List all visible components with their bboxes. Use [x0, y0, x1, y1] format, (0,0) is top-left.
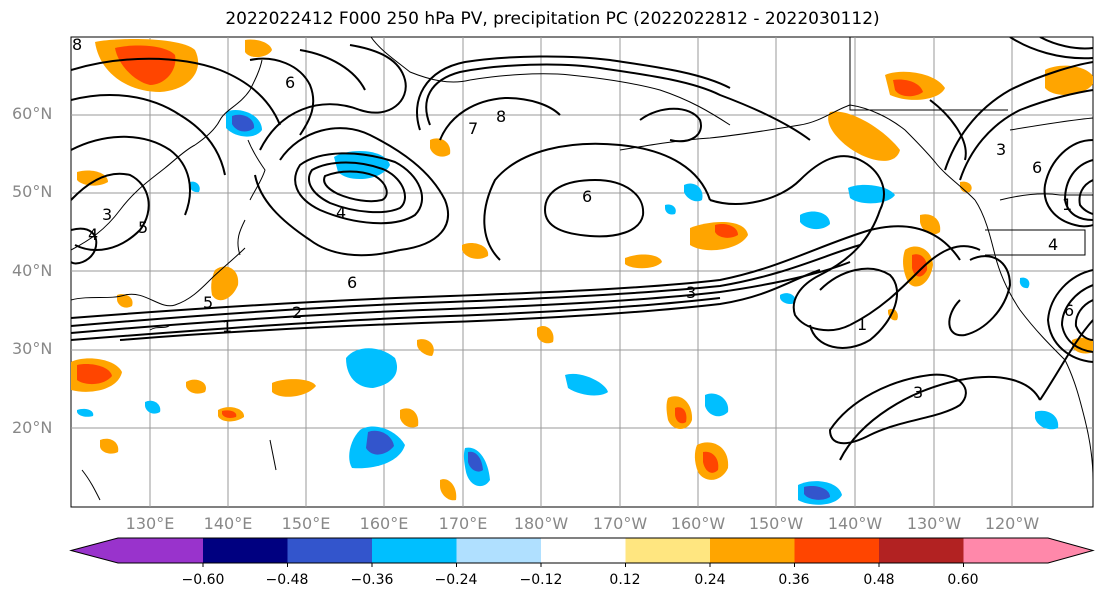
lon-label-130e: 130°E — [125, 514, 175, 533]
coastlines — [71, 37, 1093, 501]
lon-label-160w: 160°W — [670, 514, 726, 533]
colorbar-tick: −0.60 — [181, 572, 225, 588]
contour-labels: 6 6 6 6 5 5 4 4 3 3 3 3 2 1 1 1 7 8 8 4 … — [72, 35, 1074, 402]
contour-label: 6 — [347, 273, 357, 292]
contour-label: 4 — [336, 203, 346, 222]
contour-label: 5 — [138, 218, 148, 237]
contour-label: 8 — [496, 107, 506, 126]
lon-label-150w: 150°W — [748, 514, 804, 533]
contour-label: 6 — [582, 187, 592, 206]
contour-label: 1 — [857, 315, 867, 334]
colorbar-tick: 0.60 — [947, 572, 979, 588]
lon-label-130w: 130°W — [906, 514, 962, 533]
lon-label-150e: 150°E — [281, 514, 331, 533]
lon-label-120w: 120°W — [984, 514, 1040, 533]
contour-label: 4 — [1048, 235, 1058, 254]
contour-label: 4 — [88, 225, 98, 244]
colorbar-tick: −0.36 — [350, 572, 394, 588]
colorbar-tick: 0.48 — [863, 572, 895, 588]
colorbar-tick: 0.36 — [778, 572, 810, 588]
lat-label-30n: 30°N — [12, 339, 53, 358]
lon-label-170e: 170°E — [438, 514, 488, 533]
lon-label-160e: 160°E — [359, 514, 409, 533]
lat-label-60n: 60°N — [12, 104, 53, 123]
contour-label: 8 — [72, 35, 82, 54]
contour-label: 1 — [222, 317, 232, 336]
contour-label: 5 — [203, 293, 213, 312]
lat-label-50n: 50°N — [12, 182, 53, 201]
lon-label-170w: 170°W — [592, 514, 648, 533]
contour-label: 6 — [285, 73, 295, 92]
pv-contours — [71, 37, 1093, 461]
contour-label: 2 — [292, 303, 302, 322]
colorbar-tick: −0.48 — [265, 572, 309, 588]
contour-label: 3 — [686, 283, 696, 302]
colorbar-tick: 0.12 — [609, 572, 641, 588]
colorbar-tick: −0.24 — [434, 572, 478, 588]
colorbar-tick: 0.24 — [694, 572, 726, 588]
lat-label-40n: 40°N — [12, 261, 53, 280]
contour-label: 6 — [1032, 158, 1042, 177]
chart-title: 2022022412 F000 250 hPa PV, precipitatio… — [225, 9, 880, 29]
lon-label-140e: 140°E — [203, 514, 253, 533]
contour-label: 6 — [1064, 301, 1074, 320]
contour-label: 3 — [913, 383, 923, 402]
colorbar-tick: −0.12 — [519, 572, 563, 588]
lon-label-180w: 180°W — [513, 514, 569, 533]
contour-label: 1 — [1062, 195, 1072, 214]
contour-label: 7 — [468, 119, 478, 138]
contour-label: 3 — [102, 205, 112, 224]
lon-label-140w: 140°W — [827, 514, 883, 533]
lat-label-20n: 20°N — [12, 418, 53, 437]
contour-label: 3 — [996, 140, 1006, 159]
